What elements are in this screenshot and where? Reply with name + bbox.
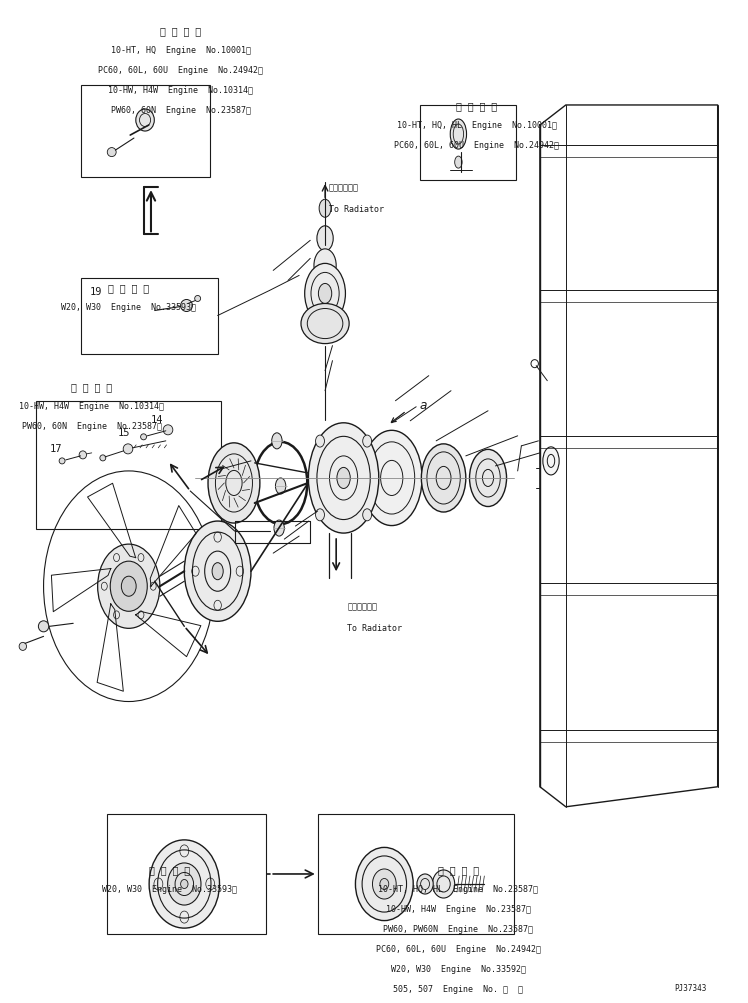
Ellipse shape	[136, 110, 154, 132]
Text: 10-HT, HQ, HL  Engine  No.10001～: 10-HT, HQ, HL Engine No.10001～	[397, 121, 557, 129]
Text: 10-HW, H4W  Engine  No.10314～: 10-HW, H4W Engine No.10314～	[19, 401, 165, 410]
Ellipse shape	[373, 869, 396, 899]
Text: PC60, 60L, 60U  Engine  No.24942～: PC60, 60L, 60U Engine No.24942～	[98, 66, 263, 75]
Ellipse shape	[212, 563, 223, 580]
Ellipse shape	[149, 841, 219, 928]
Ellipse shape	[141, 434, 147, 440]
Ellipse shape	[432, 870, 455, 898]
Circle shape	[316, 435, 325, 447]
Text: PJ37343: PJ37343	[674, 983, 707, 992]
Text: PW60, 60N  Engine  No.23587～: PW60, 60N Engine No.23587～	[22, 421, 162, 430]
Text: PC60, 60L, 60U  Engine  No.24942～: PC60, 60L, 60U Engine No.24942～	[394, 140, 560, 149]
Ellipse shape	[337, 468, 350, 489]
Ellipse shape	[319, 284, 331, 304]
Ellipse shape	[180, 880, 188, 889]
Text: 10-HW, H4W  Engine  No.23587～: 10-HW, H4W Engine No.23587～	[386, 904, 531, 913]
Circle shape	[98, 545, 160, 629]
Ellipse shape	[38, 621, 49, 632]
Circle shape	[363, 510, 372, 522]
Ellipse shape	[304, 264, 346, 324]
Bar	[36, 401, 221, 530]
Ellipse shape	[123, 444, 133, 454]
Circle shape	[363, 435, 372, 447]
Circle shape	[121, 577, 136, 597]
Ellipse shape	[421, 444, 466, 513]
Text: 14: 14	[151, 414, 164, 424]
Text: 適 用 号 機: 適 用 号 機	[438, 864, 479, 874]
Ellipse shape	[380, 879, 389, 890]
Text: ラジェータへ: ラジェータへ	[329, 183, 359, 192]
Ellipse shape	[19, 643, 26, 651]
Text: W20, W30  Engine  No.33593～: W20, W30 Engine No.33593～	[102, 884, 237, 893]
Ellipse shape	[272, 433, 282, 449]
Ellipse shape	[59, 458, 65, 464]
Ellipse shape	[79, 451, 87, 459]
Ellipse shape	[470, 450, 506, 507]
Text: 適 用 号 機: 適 用 号 機	[71, 381, 112, 391]
Ellipse shape	[308, 423, 378, 534]
Ellipse shape	[455, 156, 462, 169]
Text: To Radiator: To Radiator	[329, 205, 384, 214]
Text: 19: 19	[90, 287, 102, 297]
Text: 適 用 号 機: 適 用 号 機	[149, 864, 190, 874]
Bar	[81, 279, 218, 354]
Text: W20, W30  Engine  No.33592～: W20, W30 Engine No.33592～	[391, 964, 526, 973]
Ellipse shape	[163, 425, 173, 435]
Text: 10-HT, HQ, HL  Engine  No.23587～: 10-HT, HQ, HL Engine No.23587～	[378, 884, 539, 893]
Text: PC60, 60L, 60U  Engine  No.24942～: PC60, 60L, 60U Engine No.24942～	[376, 944, 541, 953]
Ellipse shape	[355, 848, 413, 921]
Text: 10-HT, HQ  Engine  No.10001～: 10-HT, HQ Engine No.10001～	[111, 46, 251, 55]
Ellipse shape	[100, 455, 105, 461]
Text: 10-HW, H4W  Engine  No.10314～: 10-HW, H4W Engine No.10314～	[108, 86, 253, 95]
Ellipse shape	[319, 200, 331, 218]
Text: 適 用 号 機: 適 用 号 機	[108, 283, 150, 293]
Ellipse shape	[275, 478, 286, 494]
Circle shape	[316, 510, 325, 522]
Text: a: a	[419, 399, 426, 412]
Circle shape	[110, 562, 147, 612]
Bar	[318, 814, 514, 934]
Ellipse shape	[417, 874, 433, 894]
Text: W20, W30  Engine  No.33593～: W20, W30 Engine No.33593～	[61, 303, 196, 312]
Text: To Radiator: To Radiator	[347, 624, 402, 633]
Ellipse shape	[361, 431, 422, 526]
Ellipse shape	[317, 227, 333, 252]
Bar	[106, 814, 266, 934]
Ellipse shape	[450, 120, 467, 149]
Text: 17: 17	[49, 443, 62, 453]
Text: 適 用 号 機: 適 用 号 機	[160, 26, 201, 36]
Ellipse shape	[168, 864, 201, 905]
Text: ラジェータへ: ラジェータへ	[347, 602, 377, 611]
Ellipse shape	[180, 300, 192, 312]
Text: 15: 15	[117, 427, 130, 437]
Ellipse shape	[274, 521, 284, 537]
Ellipse shape	[208, 443, 260, 524]
Text: 505, 507  Engine  No. ・  ～: 505, 507 Engine No. ・ ～	[393, 984, 524, 993]
Ellipse shape	[543, 447, 560, 475]
Text: 適 用 号 機: 適 用 号 機	[456, 101, 497, 111]
Text: PW60, PW60N  Engine  No.23587～: PW60, PW60N Engine No.23587～	[384, 924, 533, 933]
Text: PW60, 60N  Engine  No.23587～: PW60, 60N Engine No.23587～	[111, 106, 251, 115]
Bar	[420, 106, 516, 181]
Ellipse shape	[184, 522, 251, 622]
Ellipse shape	[301, 304, 349, 344]
Ellipse shape	[107, 148, 116, 157]
Ellipse shape	[314, 250, 336, 283]
Ellipse shape	[194, 296, 200, 302]
Bar	[81, 86, 210, 178]
